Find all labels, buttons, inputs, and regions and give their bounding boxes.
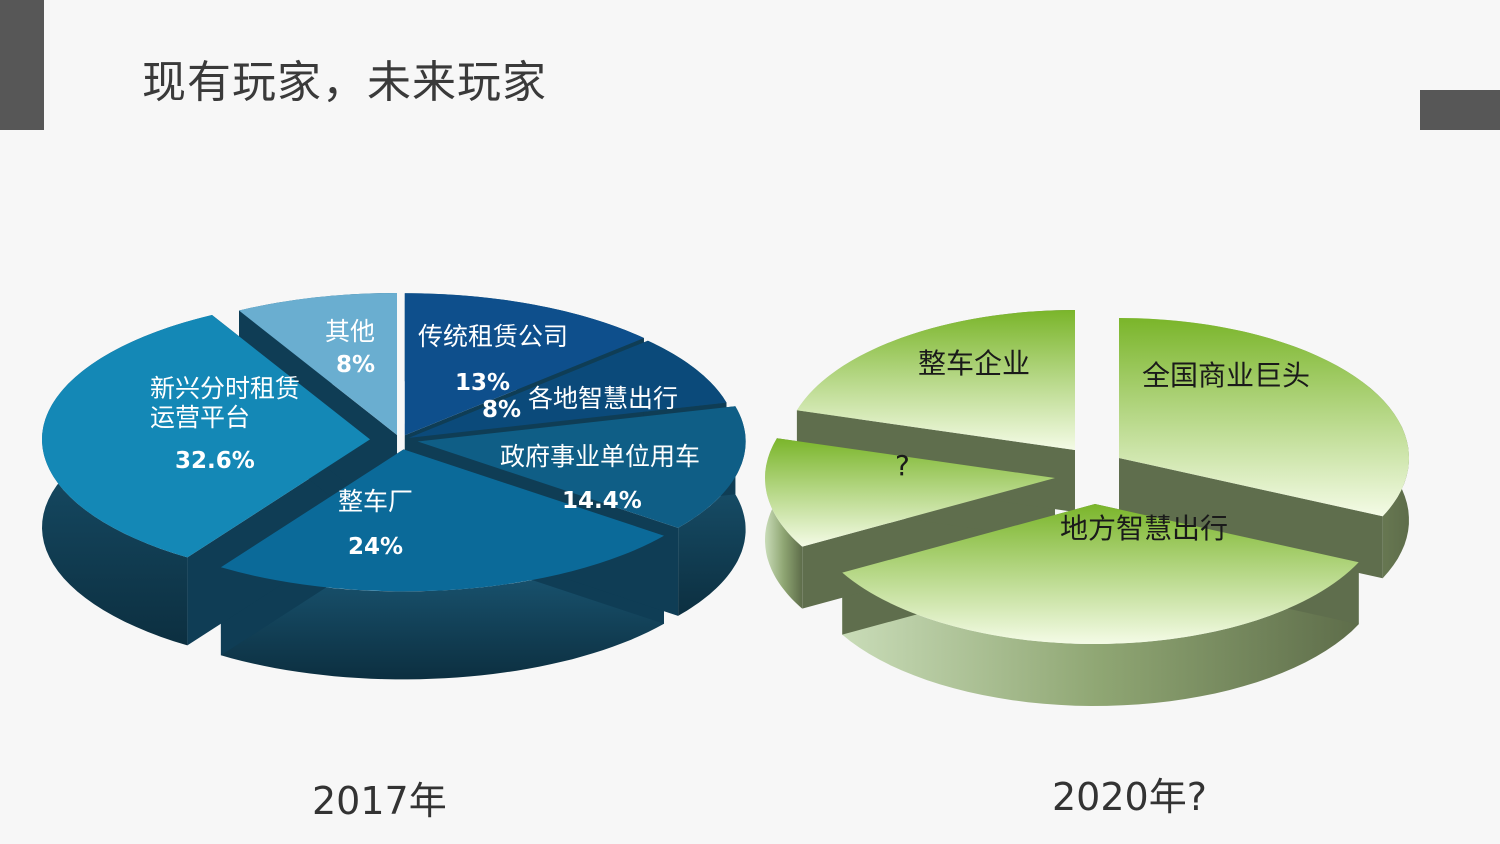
pie-slice-face — [1119, 458, 1383, 579]
caption-2017: 2017年 — [312, 779, 447, 823]
slice-value-label: 14.4% — [562, 488, 642, 514]
pie-slice — [1119, 318, 1409, 517]
pie-slice-side — [220, 535, 664, 680]
slice-label: 其他 — [325, 317, 375, 346]
slice-label: 全国商业巨头 — [1142, 359, 1310, 392]
left-accent-bar — [0, 0, 44, 130]
pie-2017: 传统租赁公司 13% 各地智慧出行 8% 政府事业单位用车 14.4% 整车厂 24% 新兴分时… — [41, 292, 746, 680]
slice-label: 政府事业单位用车 — [500, 442, 700, 471]
slice-value-label: 24% — [348, 534, 403, 560]
slice-label: 各地智慧出行 — [528, 384, 678, 413]
pie-slice — [842, 504, 1359, 644]
pie-slice — [41, 315, 371, 558]
slice-label: 整车企业 — [918, 347, 1030, 380]
slice-label: 地方智慧出行 — [1060, 512, 1228, 545]
slice-label: 运营平台 — [150, 403, 250, 432]
slice-label: 传统租赁公司 — [418, 322, 568, 351]
slice-label: 整车厂 — [338, 487, 413, 516]
caption-2020: 2020年? — [1052, 775, 1207, 819]
slice-value-label: 8% — [482, 397, 521, 423]
pie-slice — [404, 293, 644, 436]
pie-slice-side — [842, 562, 1359, 706]
pie-slice — [765, 438, 1055, 547]
slice-label: ? — [895, 449, 910, 482]
pie-slice — [220, 449, 664, 592]
pie-slice-side — [678, 406, 746, 616]
slice-value-label: 32.6% — [175, 448, 255, 474]
right-accent-bar — [1420, 90, 1500, 130]
slice-label: 新兴分时租赁 — [150, 374, 300, 403]
slice-value-label: 8% — [336, 352, 375, 378]
pie-slice — [239, 292, 398, 435]
pie-slice — [796, 310, 1076, 450]
slide-title: 现有玩家，未来玩家 — [142, 57, 547, 108]
pie-slice — [408, 340, 727, 438]
pie-slice — [417, 406, 746, 528]
slice-value-label: 13% — [455, 370, 510, 396]
